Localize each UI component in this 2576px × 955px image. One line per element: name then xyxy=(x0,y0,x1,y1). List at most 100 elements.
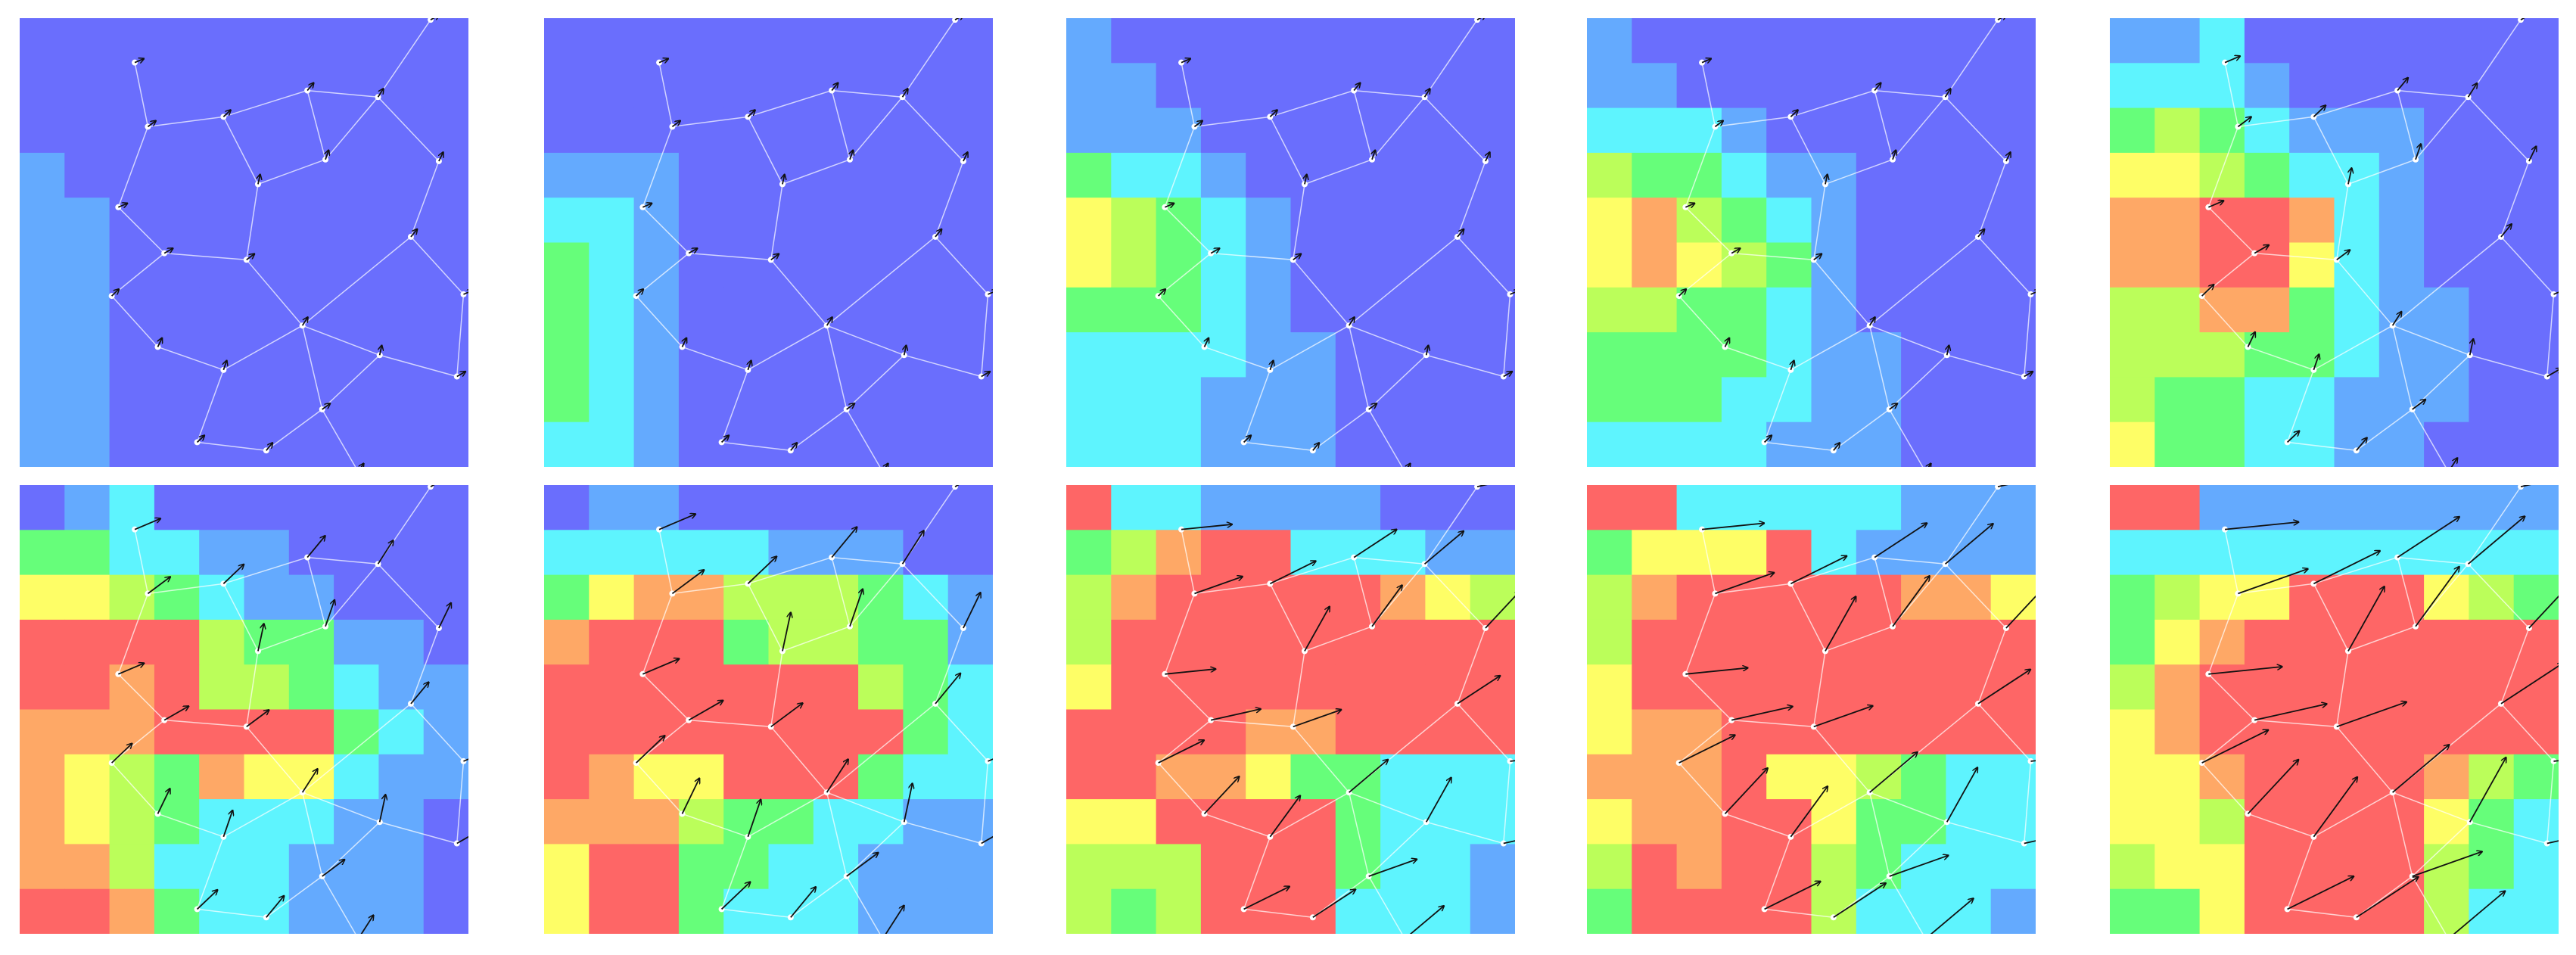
graph-edge xyxy=(325,96,379,160)
heat-cell xyxy=(2244,422,2290,467)
force-arrow xyxy=(1371,585,1402,627)
heat-cell xyxy=(633,422,680,467)
heat-cell xyxy=(1380,152,1426,198)
heat-cell xyxy=(288,198,334,243)
heat-cell xyxy=(1721,422,1767,467)
heat-cell xyxy=(903,152,949,198)
heat-cell xyxy=(1856,888,1902,934)
heat-cell xyxy=(244,485,290,530)
heat-cell xyxy=(334,799,379,845)
heat-cell xyxy=(768,530,814,576)
force-arrow xyxy=(301,769,318,793)
heat-cell xyxy=(633,287,680,333)
heat-cell xyxy=(1990,152,2036,198)
heat-cell xyxy=(1380,664,1426,710)
heat-cell xyxy=(1946,485,1992,530)
graph-edge xyxy=(1944,563,2007,629)
heat-cell xyxy=(1246,198,1291,243)
heat-cell xyxy=(2469,485,2515,530)
heat-cell xyxy=(1156,18,1202,64)
force-arrow xyxy=(2287,876,2354,910)
force-arrow xyxy=(1312,443,1319,451)
heat-cell xyxy=(768,754,814,800)
heat-cell xyxy=(1766,619,1812,665)
heat-cell xyxy=(2199,888,2245,934)
graph-edge xyxy=(1164,207,1212,254)
heat-cell xyxy=(1990,664,2036,710)
force-arrow xyxy=(222,110,230,117)
graph-edge xyxy=(134,529,149,594)
heat-cell xyxy=(1066,888,1112,934)
force-arrow xyxy=(885,906,904,934)
heat-cell xyxy=(109,107,155,154)
heat-cell xyxy=(1856,844,1902,890)
heat-cell xyxy=(1811,485,1857,530)
heat-cell xyxy=(1632,377,1678,423)
force-arrow xyxy=(2313,777,2357,838)
heat-cell xyxy=(2378,107,2425,154)
force-arrow xyxy=(266,896,285,918)
heat-cell xyxy=(244,799,290,845)
graph-node xyxy=(2310,580,2317,587)
heat-cell xyxy=(20,530,65,576)
heat-cell xyxy=(2424,754,2469,800)
graph-edge xyxy=(826,236,936,326)
heat-cell xyxy=(109,63,155,109)
heat-cell xyxy=(1676,18,1722,64)
graph-edge xyxy=(1503,294,1511,377)
heat-cell xyxy=(723,287,769,333)
force-arrow xyxy=(849,589,863,627)
graph-edge xyxy=(307,89,378,98)
heat-cell xyxy=(1766,18,1812,64)
graph-edge xyxy=(1293,184,1305,260)
graph-edge xyxy=(2207,593,2239,675)
heat-cell xyxy=(2378,844,2425,890)
graph-edge xyxy=(1825,626,1893,652)
heat-cell xyxy=(1587,754,1632,800)
heat-cell xyxy=(678,485,724,530)
heat-cell xyxy=(1111,485,1157,530)
force-arrow xyxy=(2391,312,2402,326)
heat-cell xyxy=(1335,709,1381,755)
graph-edge xyxy=(1825,159,1893,185)
graph-edge xyxy=(223,556,308,585)
heat-cell xyxy=(423,888,468,934)
graph-edge xyxy=(1678,295,1726,347)
heat-cell xyxy=(723,152,769,198)
heat-cell xyxy=(947,664,993,710)
heat-cell xyxy=(2289,377,2335,423)
graph-edge xyxy=(2254,252,2337,261)
force-arrow xyxy=(2238,569,2307,595)
force-arrow xyxy=(1997,485,2008,488)
heat-cell xyxy=(2289,709,2335,755)
heat-cell xyxy=(288,709,334,755)
force-arrow xyxy=(2237,117,2251,128)
graph-edge xyxy=(322,354,381,410)
graph-edge xyxy=(846,821,905,877)
graph-edge xyxy=(826,325,848,410)
force-arrow xyxy=(2005,595,2036,629)
heat-cell xyxy=(947,619,993,665)
heat-cell xyxy=(20,287,65,333)
heat-cell xyxy=(1632,198,1678,243)
force-arrow xyxy=(1457,229,1464,238)
heat-cell xyxy=(1470,664,1515,710)
heat-cell xyxy=(2513,63,2559,109)
force-arrow xyxy=(1764,882,1821,910)
heat-cell xyxy=(1676,422,1722,467)
heat-cell xyxy=(1632,18,1678,64)
heat-cell xyxy=(2424,664,2469,710)
heat-cell xyxy=(1901,107,1946,154)
heat-cell xyxy=(2154,422,2201,467)
heat-cell xyxy=(1470,709,1515,755)
heat-cell xyxy=(1111,18,1157,64)
force-arrow xyxy=(1790,786,1828,838)
heat-cell xyxy=(544,664,590,710)
heat-cell xyxy=(1111,422,1157,467)
graph-edge xyxy=(1944,96,2007,162)
force-arrow xyxy=(1678,289,1686,297)
heat-cell xyxy=(2244,888,2290,934)
heat-cell xyxy=(1246,664,1291,710)
heat-cell xyxy=(244,332,290,378)
heat-cell xyxy=(1335,18,1381,64)
